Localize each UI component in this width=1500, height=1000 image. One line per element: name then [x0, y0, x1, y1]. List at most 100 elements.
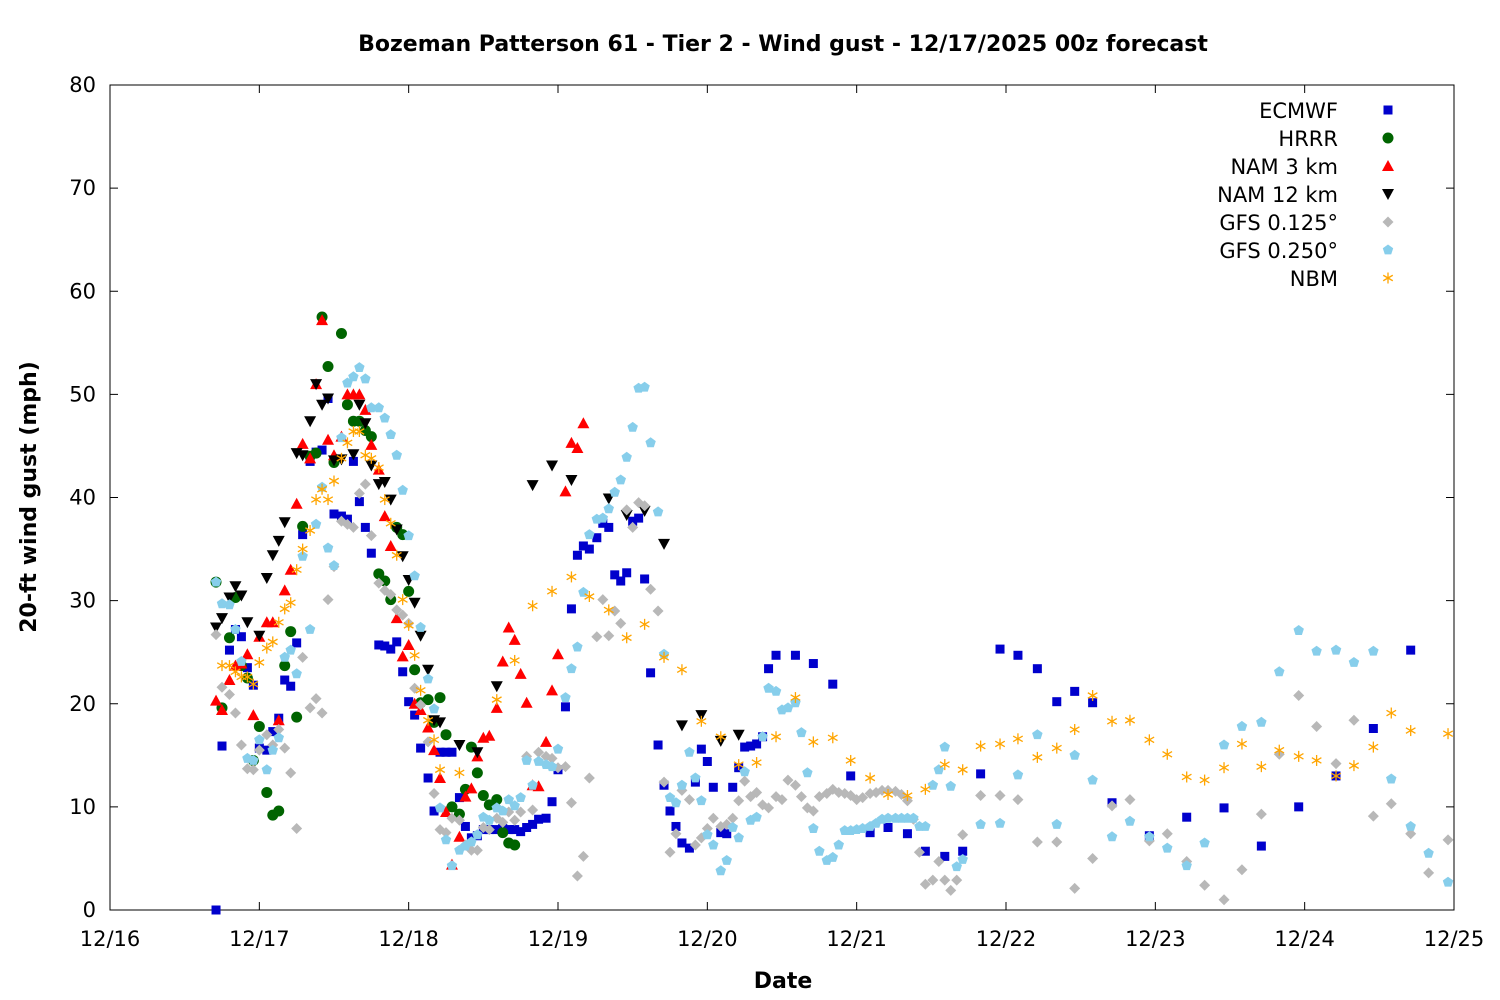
data-point — [1236, 738, 1248, 750]
data-point — [497, 827, 509, 839]
data-point — [297, 651, 309, 663]
data-point — [328, 475, 340, 487]
data-point — [1385, 798, 1397, 810]
legend-item: NAM 3 km — [1230, 155, 1394, 179]
data-point — [278, 517, 291, 529]
legend-item: GFS 0.250° — [1219, 239, 1394, 263]
data-point — [746, 741, 756, 751]
data-point — [216, 703, 228, 715]
data-point — [1088, 698, 1098, 708]
data-point — [559, 485, 572, 497]
legend-label: NAM 12 km — [1217, 183, 1338, 207]
data-point — [1013, 650, 1023, 660]
legend-label: NBM — [1290, 267, 1338, 291]
data-point — [360, 522, 370, 532]
data-point — [322, 433, 335, 445]
data-point — [471, 747, 484, 759]
data-point — [354, 362, 365, 372]
data-point — [658, 776, 670, 788]
data-point — [398, 667, 408, 677]
data-point — [365, 530, 377, 542]
data-point — [565, 797, 577, 809]
data-point — [1294, 802, 1304, 812]
data-point — [490, 681, 503, 693]
data-point — [634, 513, 644, 523]
data-point — [236, 632, 246, 642]
series-nam-12-km — [210, 379, 745, 759]
data-point — [675, 720, 688, 732]
data-point — [261, 764, 272, 775]
data-point — [360, 373, 371, 384]
data-point — [546, 585, 558, 597]
data-point — [920, 846, 930, 856]
data-point — [827, 732, 838, 744]
data-point — [378, 477, 391, 489]
data-point — [533, 746, 545, 758]
data-point — [235, 739, 247, 751]
data-point — [492, 825, 502, 835]
data-point — [483, 729, 496, 741]
data-point — [472, 829, 483, 840]
data-point — [670, 828, 682, 840]
legend-item: NAM 12 km — [1217, 183, 1394, 207]
data-point — [273, 805, 285, 817]
data-point — [975, 818, 986, 829]
data-point — [1236, 864, 1248, 876]
data-point — [285, 626, 297, 638]
data-point — [248, 755, 259, 765]
data-point — [262, 745, 272, 755]
data-point — [721, 855, 732, 865]
data-point — [440, 806, 452, 818]
data-point — [645, 583, 657, 595]
data-point — [254, 734, 265, 745]
data-point — [740, 742, 750, 752]
data-point — [552, 648, 564, 660]
data-point — [751, 786, 763, 798]
data-point — [403, 585, 415, 597]
data-point — [1405, 828, 1417, 840]
data-point — [223, 674, 236, 686]
data-point — [260, 572, 273, 584]
data-point — [291, 668, 302, 679]
data-point — [322, 494, 334, 506]
data-point — [677, 838, 687, 848]
data-point — [1386, 773, 1397, 784]
data-point — [1069, 882, 1081, 894]
x-tick-label: 12/18 — [378, 927, 439, 951]
data-point — [1124, 794, 1136, 806]
data-point — [515, 792, 526, 802]
data-point — [578, 541, 588, 551]
data-point — [645, 437, 656, 448]
data-point — [230, 666, 241, 678]
data-point — [409, 649, 420, 661]
data-point — [386, 644, 396, 654]
legend-label: ECMWF — [1259, 99, 1338, 123]
data-point — [927, 779, 939, 790]
data-point — [235, 590, 248, 602]
data-point — [297, 543, 308, 555]
data-point — [1182, 812, 1192, 822]
data-point — [1124, 815, 1136, 826]
data-point — [951, 874, 963, 886]
data-point — [994, 738, 1006, 750]
data-point — [454, 793, 464, 803]
data-point — [415, 621, 426, 632]
data-point — [304, 452, 317, 464]
data-point — [1032, 751, 1043, 763]
data-point — [739, 775, 751, 787]
data-point — [571, 870, 583, 882]
data-point — [379, 494, 390, 506]
legend-label: GFS 0.125° — [1219, 211, 1338, 235]
data-point — [1161, 828, 1173, 840]
data-point — [247, 764, 259, 776]
data-point — [298, 530, 308, 540]
data-point — [547, 797, 557, 807]
data-point — [715, 731, 726, 743]
data-point — [1012, 769, 1024, 780]
data-point — [446, 801, 458, 813]
data-point — [752, 739, 762, 749]
data-point — [373, 462, 384, 474]
data-point — [1051, 818, 1062, 829]
data-point — [454, 767, 465, 779]
data-point — [802, 767, 813, 778]
